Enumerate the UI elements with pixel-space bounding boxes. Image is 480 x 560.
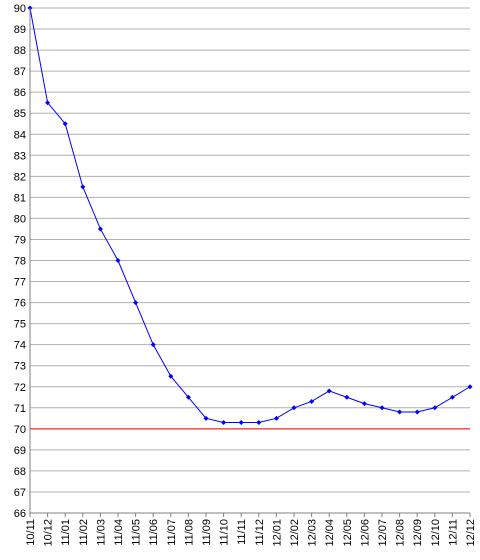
- data-point: [221, 420, 227, 426]
- x-tick-label: 12/06: [359, 519, 371, 547]
- y-tick-label: 75: [14, 319, 26, 331]
- y-tick-label: 80: [14, 213, 26, 225]
- x-tick-label: 11/05: [131, 519, 143, 546]
- series-blue: [27, 5, 473, 426]
- data-point: [168, 373, 174, 379]
- y-tick-label: 74: [14, 340, 26, 352]
- x-tick-label: 12/09: [412, 519, 424, 547]
- y-tick-label: 89: [14, 24, 26, 36]
- data-point: [449, 394, 455, 400]
- data-point: [203, 415, 209, 421]
- x-tick-label: 11/08: [183, 519, 195, 546]
- x-tick-label: 11/01: [60, 519, 72, 546]
- x-tick-label: 11/09: [201, 519, 213, 546]
- data-point: [115, 258, 121, 263]
- series-line: [29, 7, 471, 424]
- y-tick-label: 72: [14, 382, 26, 394]
- data-point: [414, 409, 420, 415]
- data-point: [361, 401, 367, 407]
- y-tick-label: 78: [14, 256, 26, 268]
- data-point: [467, 384, 473, 390]
- y-tick-label: 87: [14, 66, 26, 78]
- x-tick-label: 11/12: [254, 519, 266, 546]
- y-tick-label: 82: [14, 171, 26, 183]
- y-tick-label: 70: [14, 424, 26, 436]
- data-point: [291, 405, 297, 411]
- y-tick-label: 86: [14, 87, 26, 99]
- y-tick-label: 68: [14, 466, 26, 478]
- y-tick-label: 90: [14, 3, 26, 15]
- y-tick-label: 79: [14, 234, 26, 246]
- data-point: [238, 420, 244, 426]
- y-tick-label: 83: [14, 150, 26, 162]
- x-tick-label: 12/04: [324, 519, 336, 547]
- x-tick-label: 10/12: [43, 519, 55, 547]
- x-tick-label: 12/12: [465, 519, 477, 547]
- data-point: [326, 388, 332, 394]
- y-tick-label: 71: [14, 403, 26, 415]
- x-tick-label: 11/10: [219, 519, 231, 546]
- y-tick-label: 81: [14, 192, 26, 204]
- data-point: [256, 420, 262, 426]
- x-tick-label: 12/10: [430, 519, 442, 547]
- data-point: [133, 300, 139, 306]
- x-tick-label: 12/08: [395, 519, 407, 547]
- x-tick-label: 12/07: [377, 519, 389, 547]
- data-point: [185, 394, 191, 400]
- y-tick-label: 76: [14, 298, 26, 310]
- x-tick-label: 12/05: [342, 519, 354, 547]
- data-point: [344, 394, 350, 400]
- y-tick-label: 84: [14, 129, 26, 141]
- x-tick-label: 11/11: [236, 519, 248, 545]
- y-tick-label: 66: [14, 508, 26, 520]
- y-tick-label: 73: [14, 361, 26, 373]
- data-point: [379, 405, 385, 411]
- y-tick-label: 88: [14, 45, 26, 57]
- x-tick-label: 11/07: [166, 519, 178, 546]
- y-tick-label: 67: [14, 487, 26, 499]
- x-tick-label: 12/01: [271, 519, 283, 547]
- data-point: [45, 100, 51, 106]
- x-tick-label: 11/02: [78, 519, 90, 546]
- data-point: [309, 398, 315, 404]
- x-tick-label: 11/04: [113, 519, 125, 546]
- x-tick-labels: 10/11 10/12 11/01 11/02 11/03 11/04 11/05 11/06…: [25, 513, 477, 547]
- x-tick-label: 12/03: [307, 519, 319, 547]
- y-tick-label: 77: [14, 277, 26, 289]
- x-tick-label: 12/02: [289, 519, 301, 547]
- data-point: [150, 342, 156, 348]
- x-tick-label: 11/06: [148, 519, 160, 546]
- data-point: [80, 184, 86, 190]
- y-tick-label: 69: [14, 445, 26, 457]
- x-tick-label: 11/03: [95, 519, 107, 546]
- x-tick-label: 12/11: [447, 519, 459, 546]
- grid-lines: [30, 7, 470, 514]
- data-point: [97, 226, 103, 232]
- data-point: [432, 405, 438, 411]
- data-point: [397, 409, 403, 415]
- data-point: [273, 415, 279, 421]
- axes: [29, 8, 470, 514]
- y-tick-labels: 66 67 68 69 70 71 72 73 74 75 76 77 78 79 80 81 82 83 84 85…: [14, 3, 26, 520]
- y-tick-label: 85: [14, 108, 26, 120]
- data-point: [62, 121, 68, 127]
- x-tick-label: 10/11: [25, 519, 37, 546]
